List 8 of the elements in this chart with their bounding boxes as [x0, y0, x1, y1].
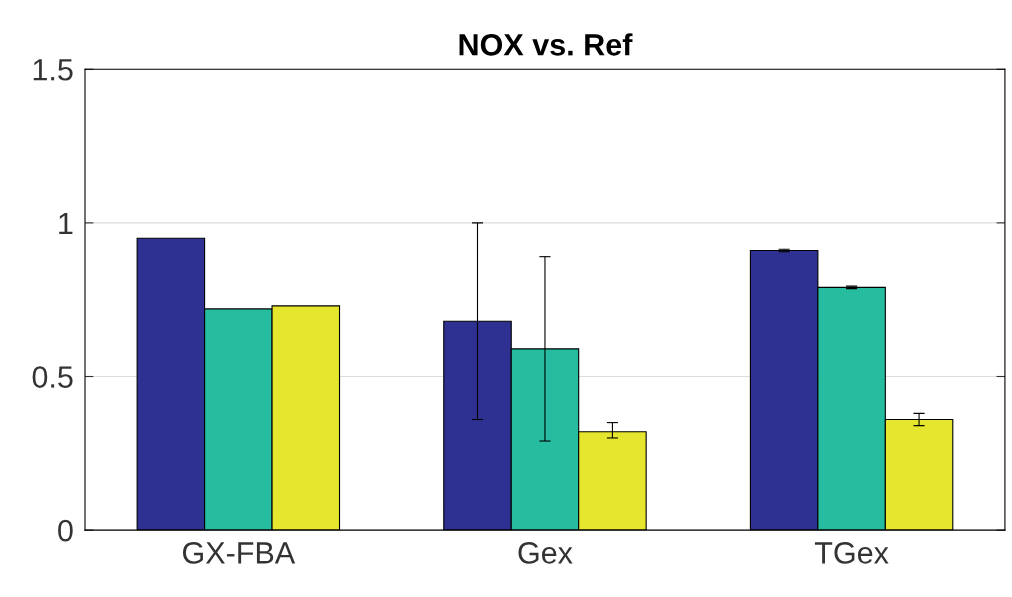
y-tick-label: 1: [59, 212, 73, 234]
y-tick-label: 0.5: [32, 366, 73, 388]
chart-title: NOX vs. Ref: [459, 33, 633, 56]
x-tick-label: TGex: [814, 542, 889, 564]
y-tick-label: 1.5: [33, 59, 73, 81]
y-tick-label: 0: [58, 519, 73, 542]
x-tick-label: GX-FBA: [182, 542, 296, 564]
x-tick-label: Gex: [518, 542, 573, 564]
